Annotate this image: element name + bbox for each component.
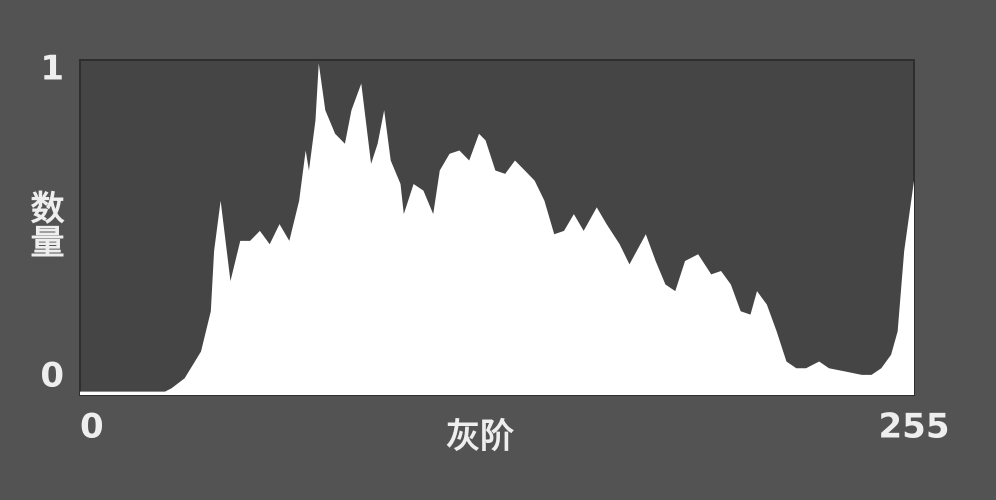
y-tick-label: 0 — [40, 356, 64, 396]
x-tick-label: 0 — [80, 407, 104, 447]
x-tick-label: 255 — [879, 407, 950, 447]
y-axis-label: 数量 — [24, 190, 64, 258]
x-axis-label: 灰阶 — [446, 417, 514, 457]
y-tick-label: 1 — [40, 49, 64, 89]
histogram-area — [80, 63, 914, 395]
